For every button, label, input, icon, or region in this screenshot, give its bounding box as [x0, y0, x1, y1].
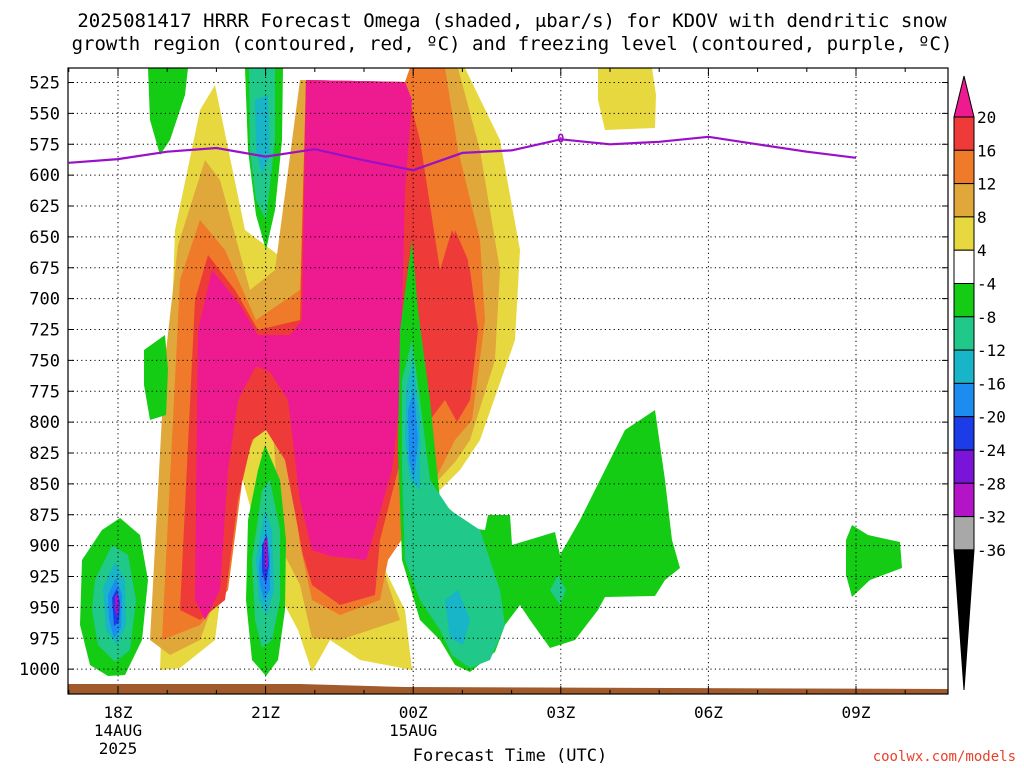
chart-grid	[68, 68, 948, 694]
y-tick-label: 775	[29, 382, 60, 402]
colorbar-label: -24	[977, 441, 1006, 460]
omega-region-green	[148, 68, 188, 155]
colorbar-segment	[953, 416, 975, 451]
omega-region-teal	[402, 340, 505, 668]
y-tick-label: 700	[29, 290, 60, 310]
y-tick-label: 825	[29, 444, 60, 464]
colorbar-label: 8	[977, 208, 987, 227]
y-tick-label: 1000	[19, 660, 60, 680]
y-tick-label: 675	[29, 259, 60, 279]
y-tick-label: 525	[29, 74, 60, 94]
y-tick-label: 925	[29, 568, 60, 588]
colorbar-label: 16	[977, 141, 996, 160]
colorbar-top-arrow	[953, 75, 975, 118]
colorbar-label: 20	[977, 108, 996, 127]
credit-link[interactable]: coolwx.com/models	[872, 749, 1016, 765]
omega-region-yellow	[598, 68, 656, 130]
omega-region-green	[144, 335, 168, 420]
colorbar-segment	[953, 316, 975, 351]
x-axis-label: Forecast Time (UTC)	[412, 746, 608, 766]
colorbar-label: -32	[977, 508, 1006, 527]
colorbar-segment	[953, 216, 975, 251]
plot-frame	[67, 67, 949, 695]
colorbar-segment	[953, 482, 975, 518]
y-tick-label: 975	[29, 629, 60, 649]
chart-title-line-1: 2025081417 HRRR Forecast Omega (shaded, …	[77, 10, 947, 32]
x-tick-label: 00Z	[399, 703, 428, 722]
axes: 525 550 575 600 625 650 675 700 725 750 775 800 825 8…	[19, 68, 948, 758]
x-tick-label: 21Z	[251, 703, 280, 722]
colorbar-segment	[953, 382, 975, 418]
omega-region-cyan	[445, 590, 470, 645]
omega-region-purple	[115, 594, 119, 616]
x-tick-sublabel: 15AUG	[389, 721, 437, 740]
omega-region-blue	[408, 390, 418, 480]
y-tick-label: 950	[29, 598, 60, 618]
omega-region-purple	[264, 538, 268, 572]
y-tick-label: 850	[29, 475, 60, 495]
y-tick-label: 575	[29, 135, 60, 155]
omega-region-red	[450, 230, 472, 395]
omega-region-green	[846, 525, 902, 597]
colorbar-segment	[953, 249, 975, 284]
y-tick-label: 600	[29, 166, 60, 186]
colorbar-label: 4	[977, 241, 987, 260]
ground-surface	[68, 684, 948, 694]
freezing-level-label: 0	[557, 131, 564, 145]
colorbar-segment	[953, 449, 975, 484]
x-tick-sublabel: 2025	[99, 739, 138, 758]
colorbar-segment	[953, 183, 975, 218]
colorbar: 20 16 12 8 4 -4 -8 -12 -16 -20 -24 -28 -32 -36	[953, 75, 1006, 691]
x-tick-label: 18Z	[104, 703, 133, 722]
y-tick-label: 875	[29, 506, 60, 526]
y-tick-label: 650	[29, 228, 60, 248]
chart-title-line-2: growth region (contoured, red, ºC) and f…	[71, 33, 953, 55]
y-tick-label: 625	[29, 197, 60, 217]
colorbar-label: -4	[977, 275, 996, 294]
colorbar-bottom-arrow	[953, 549, 975, 691]
colorbar-label: -20	[977, 408, 1006, 427]
x-tick-sublabel: 14AUG	[94, 721, 142, 740]
colorbar-segment	[953, 116, 975, 151]
ground-bar	[68, 684, 948, 694]
colorbar-label: -16	[977, 374, 1006, 393]
y-tick-label: 900	[29, 537, 60, 557]
omega-shaded-field	[80, 68, 902, 676]
y-tick-label: 725	[29, 321, 60, 341]
colorbar-label: -8	[977, 308, 996, 327]
freezing-level-line	[68, 135, 857, 172]
y-tick-label: 800	[29, 413, 60, 433]
colorbar-segment	[953, 516, 975, 551]
x-tick-label: 09Z	[842, 703, 871, 722]
colorbar-label: 12	[977, 175, 996, 194]
omega-region-magenta	[195, 80, 412, 620]
x-tick-label: 06Z	[694, 703, 723, 722]
plot-border	[67, 67, 949, 695]
colorbar-label: -36	[977, 541, 1006, 560]
x-tick-label: 03Z	[546, 703, 575, 722]
y-tick-label: 550	[29, 104, 60, 124]
colorbar-segment	[953, 349, 975, 384]
colorbar-segment	[953, 283, 975, 318]
y-tick-label: 750	[29, 351, 60, 371]
omega-region-teal	[550, 575, 566, 605]
colorbar-segment	[953, 149, 975, 185]
colorbar-label: -12	[977, 341, 1006, 360]
colorbar-label: -28	[977, 474, 1006, 493]
freezing-level-contour: 0	[68, 131, 857, 172]
